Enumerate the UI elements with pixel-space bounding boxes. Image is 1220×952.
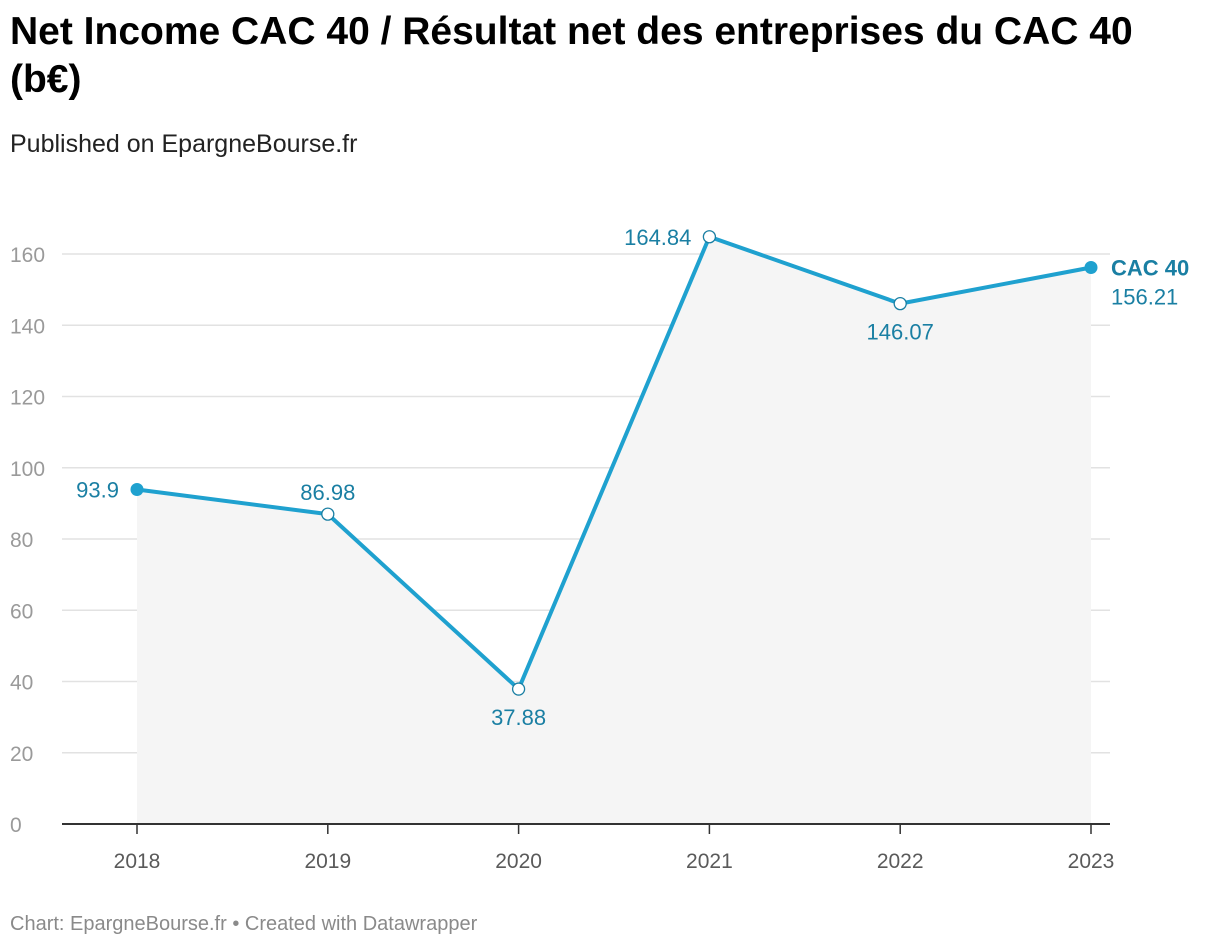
data-point: [321, 507, 335, 521]
data-label: 156.21: [1111, 285, 1178, 310]
x-tick-label: 2019: [304, 850, 351, 873]
y-tick-label: 60: [10, 600, 33, 623]
data-label: 93.9: [76, 477, 119, 502]
y-tick-label: 20: [10, 743, 33, 766]
data-label: 164.84: [624, 225, 691, 250]
data-label: 37.88: [491, 705, 546, 730]
chart-subtitle: Published on EpargneBourse.fr: [10, 130, 358, 158]
y-tick-label: 120: [10, 387, 45, 410]
series-line: [135, 234, 1093, 692]
data-point: [130, 482, 144, 496]
x-axis: 2018 2019 2020 2021 2022 2023: [62, 823, 1115, 873]
x-tick-label: 2018: [114, 850, 161, 873]
area-fill: [137, 236, 1091, 824]
y-tick-label: 40: [10, 672, 33, 695]
data-point: [702, 230, 717, 244]
x-tick-label: 2022: [877, 850, 924, 873]
y-tick-label: 140: [10, 315, 45, 338]
series-name-label: CAC 40: [1111, 256, 1189, 281]
x-tick-label: 2021: [686, 850, 733, 873]
data-point: [511, 682, 526, 696]
series-cac-40: [130, 230, 1098, 696]
x-tick-label: 2023: [1068, 850, 1115, 873]
y-axis-ticks: 0 20 40 60 80 100 120 140 160: [10, 244, 45, 837]
area-under-line: [137, 236, 1091, 824]
data-point: [893, 296, 907, 311]
y-tick-label: 0: [10, 814, 22, 837]
x-tick-label: 2020: [495, 850, 542, 873]
chart-footer: Chart: EpargneBourse.fr • Created with D…: [10, 913, 478, 935]
y-tick-label: 80: [10, 529, 33, 552]
data-label: 86.98: [300, 480, 355, 505]
y-tick-label: 100: [10, 458, 45, 481]
data-label: 146.07: [867, 320, 934, 345]
data-point: [1084, 261, 1098, 275]
data-labels: 93.9 86.98 37.88 164.84 146.07 156.21 CAC 40: [76, 225, 1189, 730]
y-tick-label: 160: [10, 244, 45, 267]
chart-title: Net Income CAC 40 / Résultat net des ent…: [10, 10, 1133, 101]
